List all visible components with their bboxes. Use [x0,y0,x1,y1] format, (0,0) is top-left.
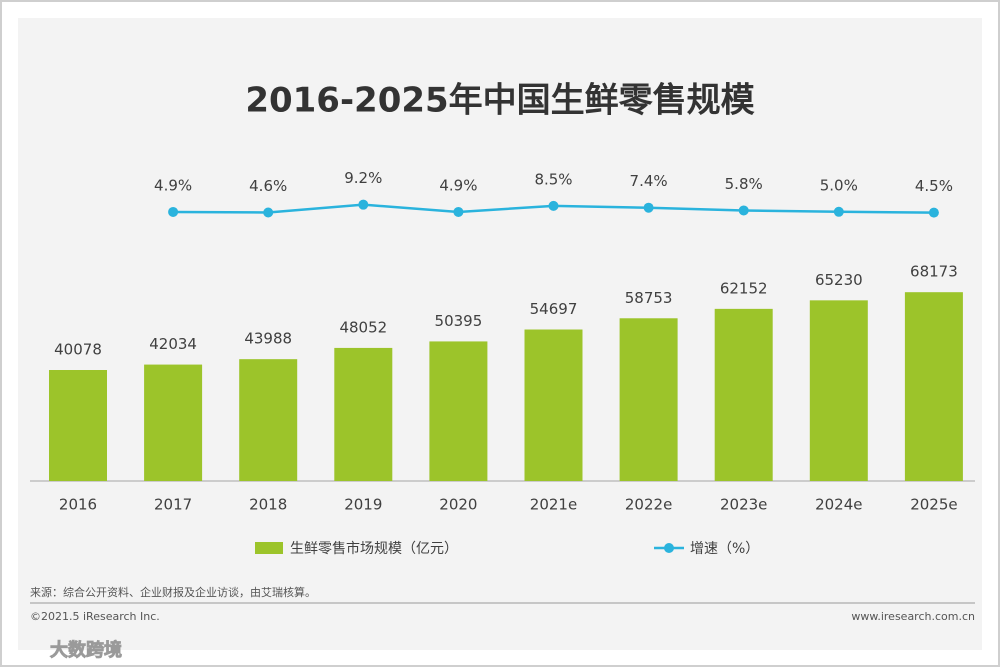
x-tick-label: 2019 [344,496,382,514]
data-label: 65230 [815,271,863,289]
data-label: 68173 [910,263,958,281]
bar [144,364,203,481]
x-tick-label: 2016 [59,496,97,514]
x-tick-label: 2022e [625,496,672,514]
legend-label: 生鲜零售市场规模（亿元） [290,540,458,557]
copyright: ©2021.5 iResearch Inc. [30,610,160,623]
data-label: 4.9% [154,176,192,194]
data-label: 50395 [435,312,483,330]
data-label: 9.2% [344,169,382,187]
x-tick-label: 2021e [530,496,577,514]
data-label: 5.0% [820,176,858,194]
bar [49,370,107,481]
data-label: 4.9% [439,176,477,194]
line-point [453,206,464,217]
line-point [833,206,844,217]
source-note: 来源：综合公开资料、企业财报及企业访谈，由艾瑞核算。 [30,585,316,599]
data-label: 43988 [244,330,292,348]
data-label: 4.6% [249,177,287,195]
watermark: 大数跨境 [50,639,122,661]
data-label: 8.5% [534,170,572,188]
line-point [358,199,369,210]
bar [714,308,773,481]
legend-swatch [255,542,283,554]
bar [429,341,488,481]
x-tick-label: 2017 [154,496,192,514]
line-point [168,206,179,217]
x-tick-label: 2024e [815,496,862,514]
data-label: 7.4% [630,172,668,190]
x-tick-label: 2023e [720,496,767,514]
website: www.iresearch.com.cn [851,610,975,623]
data-label: 62152 [720,279,768,297]
x-tick-label: 2025e [910,496,957,514]
x-tick-label: 2018 [249,496,287,514]
line-point [263,207,274,218]
bar [904,292,963,481]
data-label: 5.8% [725,175,763,193]
data-label: 54697 [530,300,578,318]
data-label: 48052 [339,318,387,336]
line-point [643,202,654,213]
chart-title: 2016-2025年中国生鲜零售规模 [245,81,754,121]
bar [619,318,678,481]
bar [809,300,868,481]
data-label: 4.5% [915,177,953,195]
line-point [738,205,749,216]
data-label: 58753 [625,289,673,307]
x-tick-label: 2020 [439,496,477,514]
legend-swatch [664,543,674,553]
bar [239,359,298,481]
line-point [548,200,559,211]
data-label: 42034 [149,335,197,353]
bar [334,347,393,481]
bar [524,329,583,481]
data-label: 40078 [54,341,102,359]
legend-label: 增速（%） [690,541,759,557]
line-point [928,207,939,218]
